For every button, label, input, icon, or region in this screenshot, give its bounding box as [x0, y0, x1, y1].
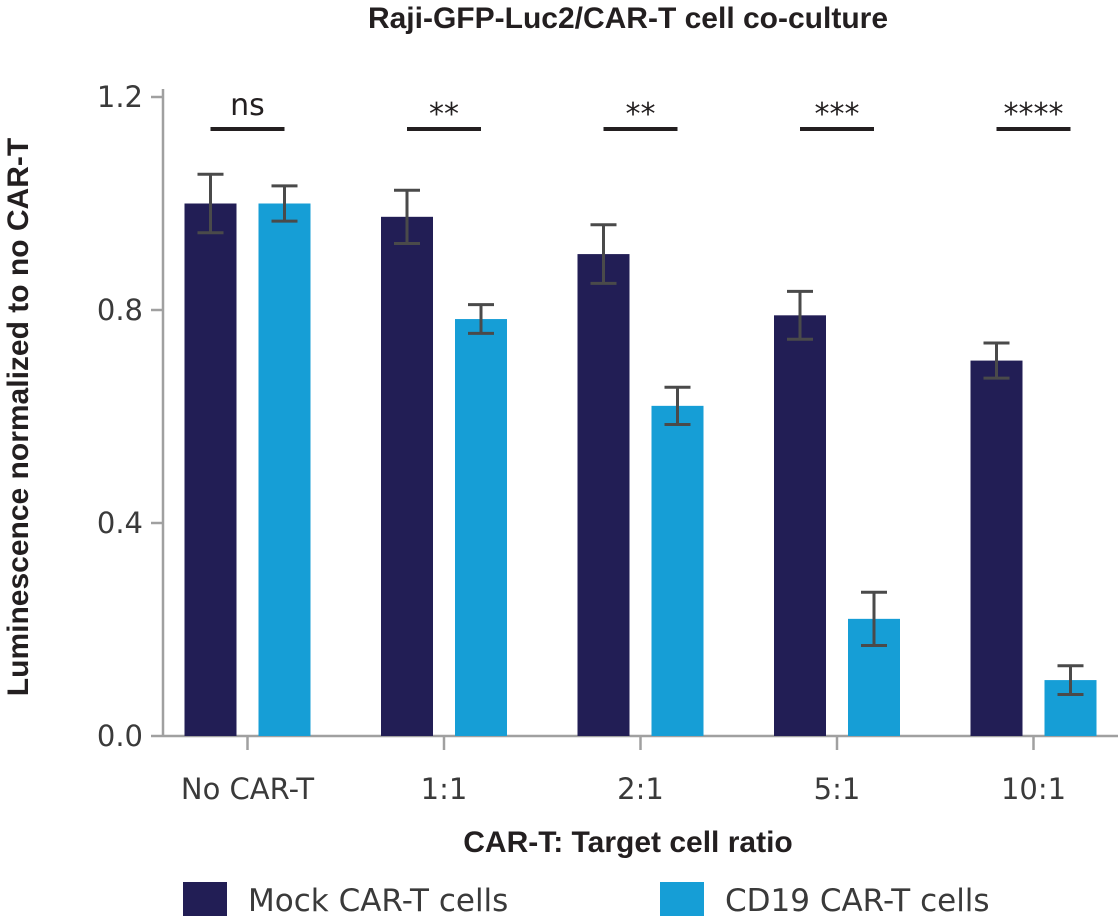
error-bar — [468, 303, 494, 335]
error-bar — [590, 223, 617, 285]
significance-label: **** — [1004, 97, 1064, 132]
y-axis-label: Luminescence normalized to no CAR-T — [2, 138, 35, 696]
x-tick-label: 5:1 — [814, 772, 861, 806]
chart-title: Raji-GFP-Luc2/CAR-T cell co-culture — [368, 2, 888, 35]
x-tick-label: No CAR-T — [181, 772, 315, 806]
x-tick-label: 10:1 — [1001, 772, 1066, 806]
bar-mock — [577, 254, 630, 736]
significance-label: ** — [626, 97, 656, 132]
error-bar — [394, 188, 420, 245]
error-bars — [197, 172, 1084, 696]
error-bar — [271, 184, 298, 223]
x-tick-label: 2:1 — [617, 772, 664, 806]
bar-cd19 — [651, 405, 704, 736]
significance-label: *** — [815, 97, 860, 132]
error-bar — [197, 172, 224, 235]
y-tick-label: 0.8 — [97, 293, 143, 327]
error-bar — [983, 341, 1010, 380]
bar-cd19 — [258, 203, 311, 736]
significance-label: ns — [230, 88, 265, 123]
y-tick-label: 1.2 — [97, 80, 143, 114]
bar-mock — [184, 203, 237, 736]
bar-cd19 — [455, 319, 507, 736]
y-tick-label: 0.4 — [97, 506, 143, 540]
error-bar — [664, 385, 691, 426]
error-bar — [861, 590, 887, 647]
legend-swatch-mock — [183, 882, 227, 916]
significance-label: ** — [429, 97, 459, 132]
x-tick-label: 1:1 — [421, 772, 468, 806]
bar-mock — [970, 360, 1023, 736]
bar-mock — [774, 315, 826, 736]
error-bar — [787, 289, 813, 341]
axes: 0.0 0.4 0.8 1.2 No CAR-T 1:1 2:1 5:1 10:1 — [97, 80, 1118, 806]
error-bar — [1057, 664, 1084, 696]
legend-label-cd19: CD19 CAR-T cells — [725, 883, 990, 919]
x-axis-label: CAR-T: Target cell ratio — [463, 826, 793, 859]
y-tick-label: 0.0 — [97, 719, 143, 753]
legend: Mock CAR-T cells CD19 CAR-T cells — [183, 882, 990, 919]
significance-markers: ns ** ** *** **** — [210, 88, 1071, 132]
bars — [184, 203, 1097, 736]
legend-swatch-cd19 — [660, 882, 704, 916]
legend-label-mock: Mock CAR-T cells — [248, 883, 508, 919]
bar-mock — [381, 216, 433, 736]
